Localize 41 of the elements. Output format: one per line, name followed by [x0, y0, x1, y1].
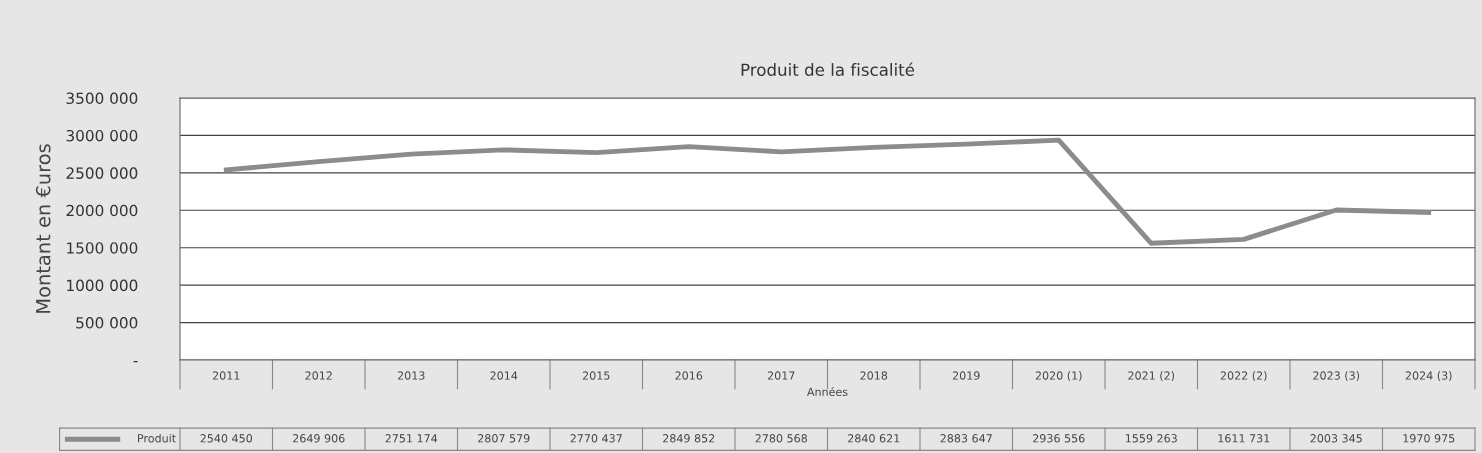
- x-tick-label: 2013: [397, 371, 425, 380]
- x-tick-label: 2020 (1): [1035, 371, 1082, 382]
- y-tick-label: -: [133, 361, 138, 363]
- chart-title: Produit de la fiscalité: [741, 62, 915, 77]
- x-tick-label: 2023 (3): [1313, 371, 1360, 382]
- y-tick-label: 500 000: [76, 317, 138, 329]
- data-label: 1611 731: [1218, 434, 1270, 443]
- x-tick-label: 2024 (3): [1405, 371, 1452, 382]
- data-label: 2849 852: [663, 434, 715, 443]
- line-series: [223, 137, 1432, 246]
- data-label: 2883 647: [940, 434, 992, 443]
- x-tick-label: 2011: [212, 371, 240, 380]
- data-label: 2780 568: [755, 434, 807, 443]
- y-tick-label: 3000 000: [66, 129, 138, 142]
- data-label: 2936 556: [1033, 434, 1085, 443]
- x-axis-title: Années: [807, 386, 848, 397]
- x-tick-label: 2015: [582, 371, 610, 380]
- data-label: 2649 906: [293, 434, 345, 443]
- y-axis-title: Montant en €uros: [35, 144, 51, 313]
- y-tick-label: 2500 000: [66, 167, 138, 179]
- x-tick-label: 2014: [490, 371, 518, 380]
- legend-label: Produit: [138, 433, 176, 443]
- x-tick-label: 2021 (2): [1128, 371, 1175, 382]
- data-label: 2751 174: [385, 434, 438, 443]
- data-label: 2807 579: [478, 434, 530, 443]
- y-tick-label: 2000 000: [66, 204, 138, 217]
- data-label: 2840 621: [848, 434, 900, 443]
- x-tick-label: 2017: [767, 371, 795, 380]
- data-label: 2770 437: [570, 434, 622, 443]
- data-label: 1559 263: [1125, 434, 1177, 443]
- x-tick-label: 2012: [305, 371, 332, 380]
- x-tick-label: 2018: [860, 371, 888, 380]
- y-tick-label: 1000 000: [67, 279, 138, 292]
- data-label: 2540 450: [200, 434, 253, 443]
- data-label: 1970 975: [1403, 434, 1455, 443]
- x-tick-label: 2019: [952, 371, 980, 380]
- y-tick-label: 1500 000: [67, 242, 138, 254]
- x-tick-label: 2022 (2): [1220, 371, 1267, 382]
- x-tick-label: 2016: [675, 371, 703, 380]
- data-label: 2003 345: [1310, 434, 1362, 443]
- y-tick-label: 3500 000: [66, 92, 138, 105]
